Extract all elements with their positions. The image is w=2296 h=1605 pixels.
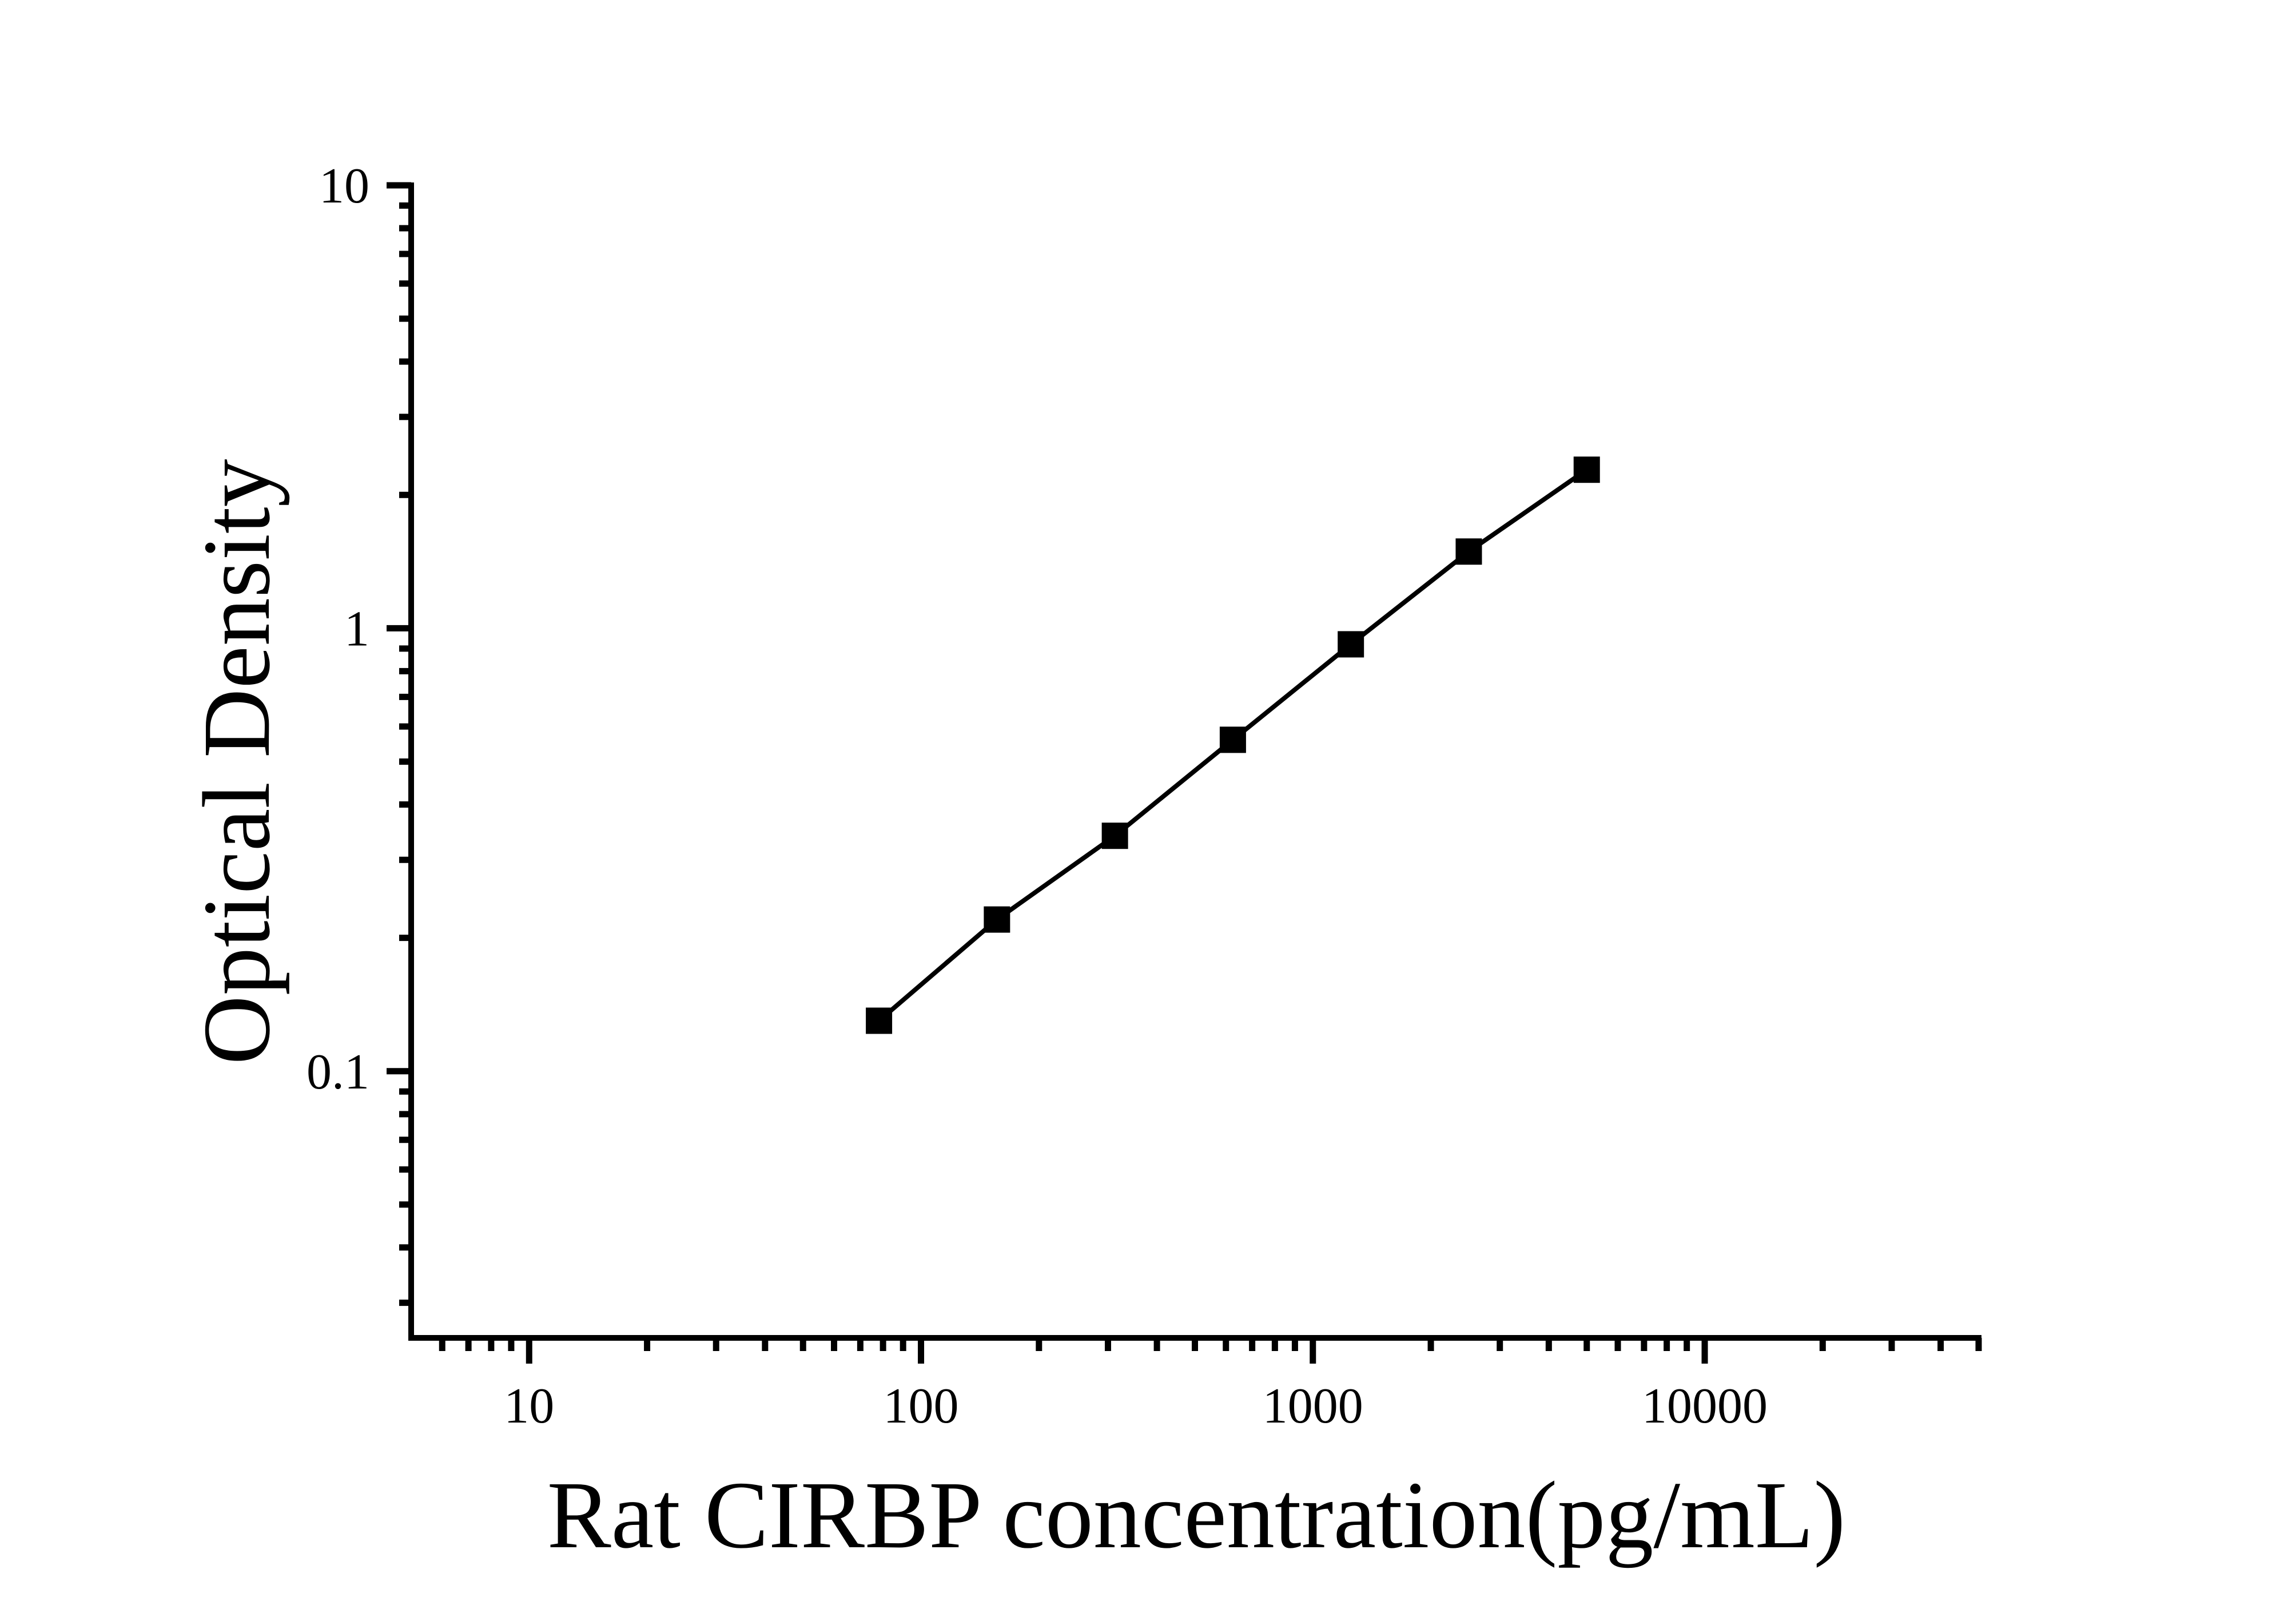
y-tick-label: 10 bbox=[319, 158, 369, 214]
axes: 10 100 1000 10000 0.1 1 10 bbox=[307, 158, 1982, 1434]
data-point-marker bbox=[984, 906, 1010, 933]
y-axis-title: Optical Density bbox=[184, 459, 290, 1064]
y-tick-label: 0.1 bbox=[307, 1044, 369, 1100]
x-tick-label: 100 bbox=[884, 1378, 959, 1434]
x-axis-title: Rat CIRBP concentration(pg/mL) bbox=[547, 1462, 1846, 1568]
x-tick-label: 10 bbox=[504, 1378, 554, 1434]
x-tick-label: 1000 bbox=[1263, 1378, 1363, 1434]
y-tick-label: 1 bbox=[344, 601, 369, 657]
x-tick-label: 10000 bbox=[1642, 1378, 1768, 1434]
data-point-marker bbox=[1573, 456, 1600, 483]
data-point-marker bbox=[1338, 631, 1364, 658]
data-point-marker bbox=[1101, 823, 1128, 849]
data-series bbox=[866, 456, 1600, 1034]
data-point-marker bbox=[1219, 726, 1246, 753]
data-point-marker bbox=[866, 1007, 893, 1034]
data-point-marker bbox=[1455, 538, 1482, 565]
